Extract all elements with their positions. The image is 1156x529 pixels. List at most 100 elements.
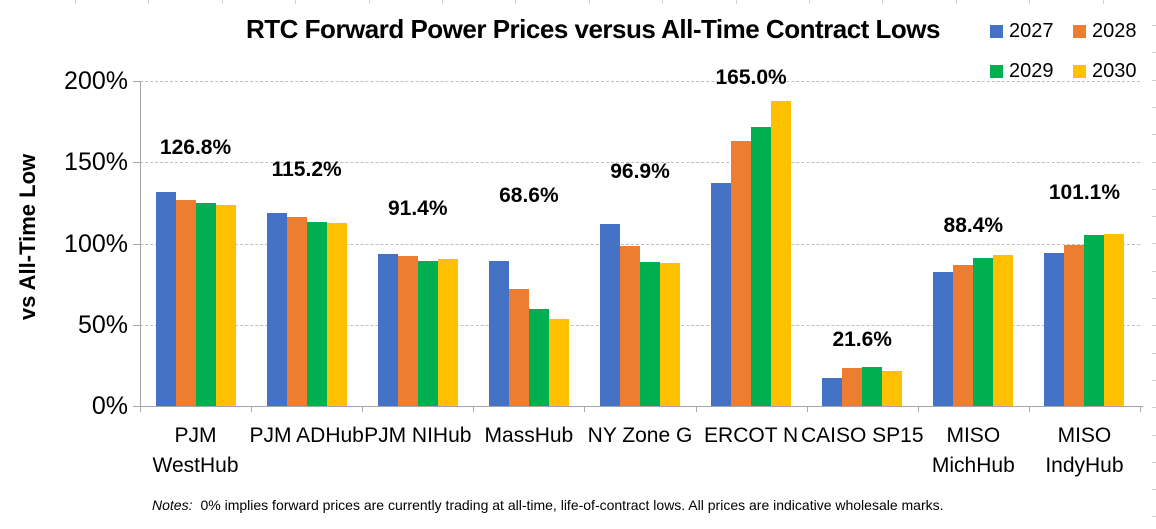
right-edge-tick: [1152, 79, 1156, 81]
legend-label: 2029: [1009, 60, 1054, 82]
bar-2028: [842, 368, 863, 406]
group-average-label: 96.9%: [610, 160, 670, 183]
top-edge-tick: [662, 0, 664, 4]
y-axis-tick-mark: [133, 324, 140, 326]
top-edge-tick: [1029, 0, 1031, 4]
x-axis-category-label: NY Zone G: [587, 424, 693, 447]
y-axis-tick-label: 100%: [64, 229, 128, 258]
right-edge-tick: [1152, 106, 1156, 108]
bar-2030: [1104, 233, 1125, 406]
x-axis-line: [140, 406, 1143, 407]
bar-2028: [286, 217, 307, 406]
bar-2027: [266, 213, 287, 406]
legend-item-2028: 2028: [1073, 20, 1137, 43]
bar-2027: [600, 223, 620, 406]
bar-2028: [397, 256, 418, 406]
top-edge-tick: [295, 0, 297, 4]
bar-2030: [993, 254, 1014, 406]
bar-2030: [215, 204, 236, 406]
right-edge-tick: [1152, 461, 1156, 463]
bar-2028: [175, 199, 196, 406]
right-edge-tick: [1152, 379, 1156, 381]
right-edge-tick: [1152, 25, 1156, 26]
top-edge-tick: [588, 0, 590, 4]
x-axis-tick-mark: [251, 406, 253, 412]
x-axis-tick-mark: [140, 406, 141, 412]
right-edge-tick: [1152, 352, 1156, 354]
right-edge-tick: [1152, 270, 1156, 272]
legend-swatch-icon: [990, 65, 1003, 78]
bar-2030: [882, 370, 903, 406]
bar-2029: [751, 126, 772, 406]
right-edge-tick: [1152, 434, 1156, 436]
legend-label: 2027: [1009, 20, 1054, 42]
x-axis-tick-mark: [695, 406, 697, 412]
bar-2027: [933, 272, 954, 406]
legend-swatch-icon: [1073, 25, 1086, 38]
group-average-label: 91.4%: [387, 197, 448, 220]
y-axis-tick-mark: [133, 81, 140, 82]
bar-2029: [640, 261, 660, 406]
bar-2030: [548, 318, 569, 406]
y-axis-tick-label: 50%: [77, 310, 128, 339]
x-axis-category-label: MISO IndyHub: [1045, 424, 1124, 477]
bar-2029: [973, 257, 994, 406]
x-axis-category-label: PJM ADHub: [249, 424, 364, 447]
y-gridline: [140, 81, 1140, 82]
footnote: Notes: 0% implies forward prices are curr…: [152, 497, 944, 513]
bar-2027: [488, 260, 509, 406]
bar-2028: [1064, 245, 1085, 406]
bar-2028: [953, 264, 974, 406]
bar-2027: [1044, 252, 1065, 406]
bar-2027: [377, 253, 398, 406]
group-average-label: 21.6%: [832, 328, 892, 351]
y-axis-tick-mark: [133, 406, 140, 407]
right-edge-tick: [1152, 134, 1156, 136]
bar-2027: [155, 192, 176, 406]
y-gridline: [140, 162, 1140, 164]
y-axis-tick-mark: [133, 243, 140, 245]
top-edge-tick: [882, 0, 884, 4]
bar-2029: [862, 366, 883, 406]
x-axis-tick-mark: [362, 406, 364, 412]
y-axis-tick-label: 200%: [64, 67, 128, 95]
bar-2030: [326, 223, 347, 406]
bar-2027: [711, 183, 732, 406]
bar-2028: [508, 289, 529, 406]
legend-label: 2028: [1092, 20, 1137, 42]
bar-2029: [195, 203, 216, 406]
right-edge-tick: [1152, 216, 1156, 218]
bar-2030: [771, 100, 792, 406]
group-average-label: 101.1%: [1048, 181, 1121, 204]
x-axis-tick-mark: [1028, 406, 1030, 412]
bar-2029: [306, 221, 327, 406]
top-edge-tick: [442, 0, 443, 4]
y-axis-line: [140, 81, 141, 406]
group-average-label: 126.8%: [159, 136, 232, 159]
y-gridline: [140, 243, 1140, 245]
right-edge-tick: [1152, 161, 1156, 163]
legend-label: 2030: [1092, 60, 1137, 82]
bar-2030: [660, 262, 680, 406]
right-edge-tick: [1152, 325, 1156, 327]
chart-title: RTC Forward Power Prices versus All-Time…: [246, 14, 940, 44]
legend-item-2030: 2030: [1073, 60, 1137, 83]
top-edge-tick: [955, 0, 957, 4]
x-axis-category-label: PJM NIHub: [364, 424, 472, 447]
y-axis-tick-mark: [133, 162, 140, 164]
legend-swatch-icon: [990, 25, 1003, 38]
legend-item-2027: 2027: [990, 20, 1073, 43]
x-axis-category-label: PJM WestHub: [152, 424, 239, 477]
footnote-text: 0% implies forward prices are currently …: [200, 497, 944, 513]
bar-2029: [528, 309, 549, 406]
bar-2028: [620, 246, 640, 406]
top-edge-tick: [368, 0, 370, 4]
x-axis-tick-mark: [917, 406, 919, 412]
legend-swatch-icon: [1073, 65, 1086, 78]
x-axis-tick-mark: [473, 406, 475, 412]
x-axis-category-label: ERCOT N: [704, 424, 799, 447]
x-axis-category-label: CAISO SP15: [800, 424, 924, 447]
group-average-label: 115.2%: [271, 158, 342, 181]
